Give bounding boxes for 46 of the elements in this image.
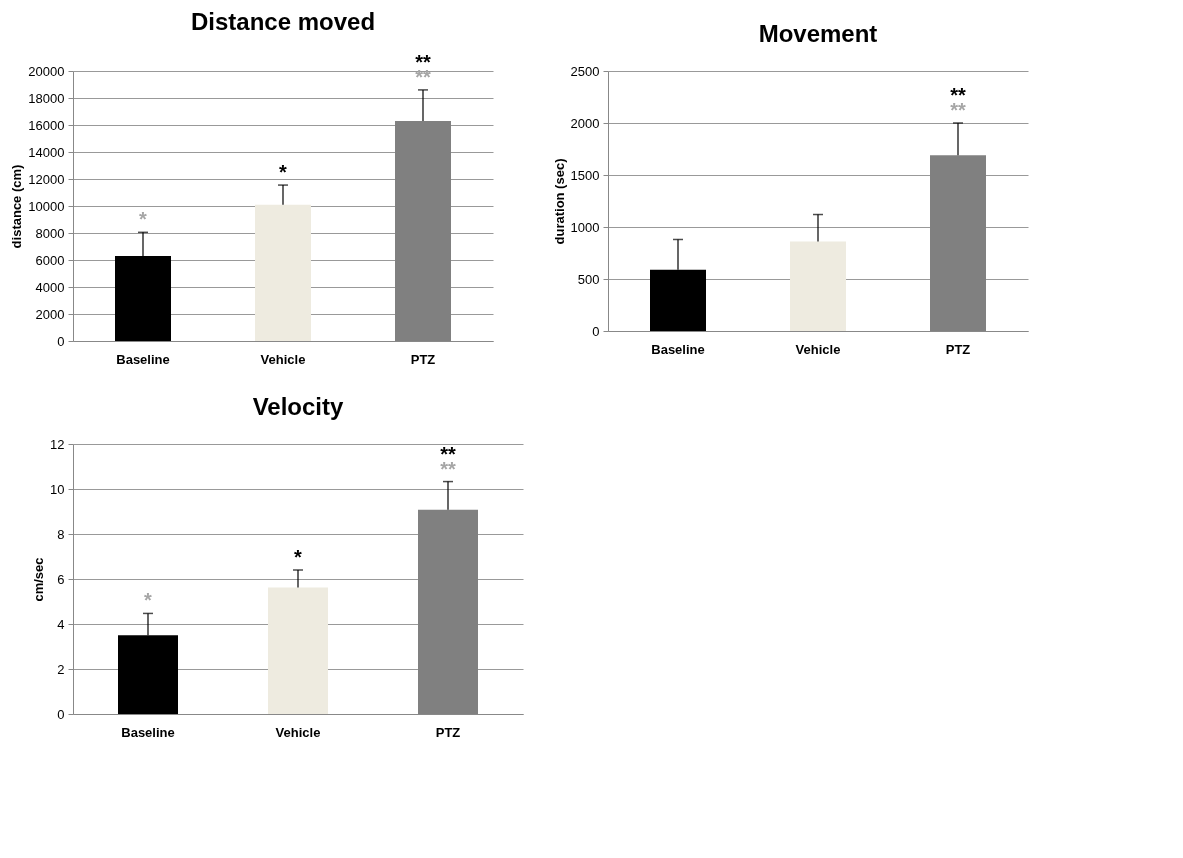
y-tick-label: 4000 — [35, 279, 65, 295]
y-tick-label: 6 — [57, 571, 65, 587]
y-axis-title: cm/sec — [31, 557, 47, 602]
y-axis-title: duration (sec) — [551, 158, 567, 245]
annotation: * — [294, 546, 303, 568]
bar — [255, 204, 311, 341]
chart-title: Distance moved — [190, 7, 376, 35]
y-tick-label: 12 — [50, 436, 65, 452]
y-tick-label: 0 — [57, 706, 65, 722]
y-tick-label: 0 — [57, 333, 65, 349]
annotation: * — [279, 161, 288, 184]
y-tick-label: 2500 — [570, 63, 600, 79]
y-tick-label: 0 — [592, 323, 600, 339]
annotation: * — [144, 589, 153, 612]
y-tick-label: 18000 — [28, 90, 65, 106]
x-tick-label: PTZ — [945, 341, 971, 357]
chart-title: Velocity — [252, 393, 345, 420]
x-tick-label: Baseline — [651, 341, 705, 357]
y-tick-label: 8 — [57, 526, 65, 542]
x-tick-label: Vehicle — [275, 724, 321, 740]
y-tick-label: 12000 — [28, 171, 65, 187]
annotation: * — [139, 208, 148, 231]
y-tick-label: 2000 — [35, 306, 65, 322]
x-tick-label: Baseline — [116, 351, 170, 367]
y-tick-label: 6000 — [35, 252, 65, 268]
y-tick-label: 8000 — [35, 225, 65, 241]
bar — [790, 241, 846, 331]
y-tick-label: 2000 — [570, 115, 600, 131]
y-tick-label: 2 — [57, 661, 65, 677]
x-tick-label: Baseline — [121, 724, 175, 740]
bar — [268, 587, 328, 714]
chart-title: Movement — [758, 20, 878, 47]
y-tick-label: 10000 — [28, 198, 65, 214]
y-tick-label: 4 — [57, 616, 65, 632]
y-tick-label: 1500 — [570, 167, 600, 183]
y-tick-label: 14000 — [28, 144, 65, 160]
x-tick-label: PTZ — [410, 351, 436, 367]
y-axis-title: distance (cm) — [9, 164, 25, 249]
y-tick-label: 500 — [577, 271, 600, 287]
x-tick-label: PTZ — [435, 724, 461, 740]
y-tick-label: 10 — [50, 481, 65, 497]
x-tick-label: Vehicle — [795, 341, 841, 357]
x-tick-label: Vehicle — [260, 351, 306, 367]
y-tick-label: 16000 — [28, 117, 65, 133]
y-tick-label: 20000 — [28, 63, 65, 79]
y-tick-label: 1000 — [570, 219, 600, 235]
